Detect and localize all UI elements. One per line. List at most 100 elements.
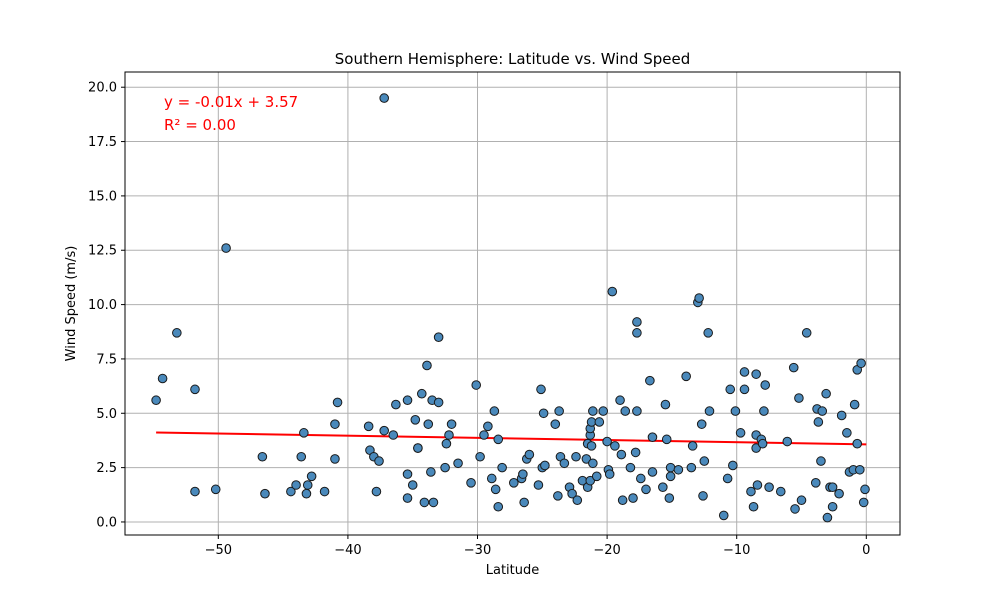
data-point <box>591 471 602 482</box>
data-point <box>533 480 544 490</box>
data-point <box>299 428 309 438</box>
data-point <box>301 488 312 499</box>
data-point <box>490 484 501 495</box>
data-point <box>374 456 384 466</box>
data-point <box>286 486 296 497</box>
y-tick-label: 20.0 <box>88 81 117 96</box>
data-point <box>660 399 671 410</box>
data-point <box>658 482 668 492</box>
data-point <box>567 488 577 499</box>
data-point <box>827 482 838 492</box>
data-point <box>407 480 418 490</box>
data-point <box>319 486 330 497</box>
data-point <box>257 451 268 462</box>
data-point <box>423 419 434 429</box>
data-point <box>852 438 863 449</box>
x-tick-label: −30 <box>464 543 491 558</box>
data-point <box>617 495 628 506</box>
data-point <box>604 469 615 479</box>
data-point <box>190 384 200 395</box>
data-point <box>751 443 761 453</box>
data-point <box>402 469 413 479</box>
data-point <box>598 406 609 416</box>
data-point <box>610 441 620 451</box>
data-point <box>625 462 636 473</box>
data-point <box>586 441 597 451</box>
data-point <box>816 456 826 466</box>
data-point <box>630 447 641 458</box>
data-point <box>855 464 865 475</box>
data-point <box>836 410 847 421</box>
data-point <box>796 495 807 506</box>
y-tick-label: 10.0 <box>88 298 117 313</box>
y-tick-label: 7.5 <box>96 352 117 367</box>
data-point <box>665 471 676 482</box>
data-point <box>696 419 707 429</box>
data-point <box>647 432 658 442</box>
data-point <box>588 458 598 469</box>
x-tick-label: −20 <box>593 543 620 558</box>
data-point <box>402 395 413 406</box>
data-point <box>416 388 427 399</box>
data-point <box>444 430 454 440</box>
data-point <box>759 406 769 416</box>
data-point <box>728 460 738 471</box>
x-axis-ticks: −50 −40 −30 −20 −10 0 <box>205 535 870 558</box>
data-point <box>493 434 504 445</box>
data-point <box>581 454 592 464</box>
data-point <box>594 417 605 427</box>
data-point <box>363 421 374 432</box>
data-point <box>641 484 651 495</box>
data-point <box>827 501 838 512</box>
data-point <box>790 504 800 514</box>
y-axis-label: Wind Speed (m/s) <box>64 246 79 362</box>
x-axis-label: Latitude <box>486 563 540 578</box>
data-point <box>446 419 457 429</box>
data-point <box>849 399 860 410</box>
data-point <box>453 458 463 469</box>
data-point <box>391 399 401 410</box>
regression-line <box>156 431 867 446</box>
y-tick-label: 2.5 <box>96 461 117 476</box>
data-point <box>479 430 489 440</box>
data-point <box>632 317 642 327</box>
data-point <box>813 417 824 427</box>
y-tick-label: 12.5 <box>88 244 117 259</box>
data-point <box>739 384 750 395</box>
data-point <box>157 373 168 384</box>
data-point <box>775 486 786 497</box>
data-point <box>210 484 221 495</box>
data-point <box>751 369 761 379</box>
data-point <box>722 473 733 484</box>
data-point <box>475 451 485 462</box>
data-point <box>858 497 869 508</box>
data-point <box>647 467 658 477</box>
x-tick-label: −10 <box>723 543 750 558</box>
data-point <box>782 436 793 447</box>
data-point <box>332 397 343 408</box>
data-point <box>687 441 698 451</box>
chart-title: Southern Hemisphere: Latitude vs. Wind S… <box>335 50 690 68</box>
data-point <box>730 406 741 416</box>
data-point <box>699 456 710 466</box>
data-point <box>221 243 231 253</box>
data-point <box>330 454 340 464</box>
data-point <box>190 486 200 497</box>
points-layer <box>151 93 870 523</box>
data-point <box>410 414 421 425</box>
data-point <box>735 428 746 438</box>
data-point <box>760 380 771 390</box>
data-point <box>379 93 389 103</box>
x-tick-label: −40 <box>334 543 361 558</box>
data-point <box>422 360 432 371</box>
data-point <box>379 425 389 436</box>
data-point <box>615 395 625 406</box>
data-point <box>540 460 550 471</box>
data-point <box>607 286 618 297</box>
data-point <box>306 471 317 482</box>
data-point <box>801 328 812 338</box>
data-point <box>686 462 697 473</box>
data-point <box>718 510 729 521</box>
data-point <box>821 388 831 399</box>
